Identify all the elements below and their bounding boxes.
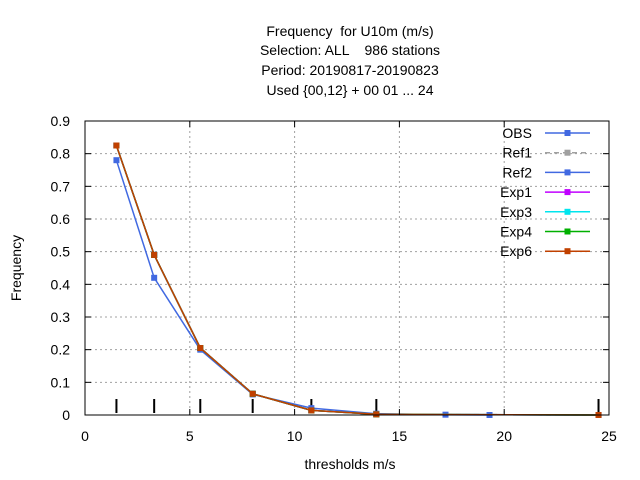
y-tick-label: 0.3 — [51, 309, 71, 325]
legend-label: Ref1 — [502, 145, 532, 161]
legend-label: Exp3 — [500, 204, 532, 220]
legend-label: OBS — [502, 125, 532, 141]
plot-frame — [84, 120, 610, 416]
series-line — [115, 159, 490, 416]
x-tick-label: 25 — [601, 428, 617, 444]
legend-swatch-marker — [564, 208, 571, 215]
x-tick-label: 0 — [81, 428, 89, 444]
legend-label: Exp6 — [500, 243, 532, 259]
x-tick-label: 15 — [392, 428, 408, 444]
legend-swatch-marker — [564, 149, 571, 156]
x-axis-label: thresholds m/s — [304, 456, 396, 472]
series-point — [113, 142, 120, 149]
y-tick-label: 0.2 — [51, 342, 71, 358]
legend-swatch-marker — [564, 130, 571, 136]
series-point — [249, 390, 256, 397]
legend-swatch-marker — [564, 228, 571, 235]
x-tick-label: 10 — [287, 428, 303, 444]
chart-title-line-2: Selection: ALL 986 stations — [259, 42, 441, 58]
series-point — [373, 411, 380, 418]
chart-title-line-4: Used {00,12} + 00 01 ... 24 — [266, 82, 434, 98]
legend-swatch-marker — [564, 189, 571, 196]
legend-swatch-marker — [564, 169, 571, 176]
y-tick-label: 0 — [62, 407, 70, 423]
y-tick-label: 0.8 — [51, 146, 71, 162]
legend-swatch-marker — [564, 248, 571, 255]
y-tick-label: 0.5 — [51, 244, 71, 260]
y-tick-label: 0.4 — [51, 276, 71, 292]
series-point — [151, 251, 158, 258]
chart-title-line-1: Frequency for U10m (m/s) — [266, 23, 434, 39]
series-point — [197, 345, 204, 352]
x-tick-label: 20 — [496, 428, 512, 444]
x-tick-label: 5 — [186, 428, 194, 444]
grid-lines — [85, 121, 609, 415]
y-tick-label: 0.6 — [51, 211, 71, 227]
series-group — [113, 142, 602, 418]
x-axis-ticks: 0 5 10 15 20 25 — [81, 121, 617, 444]
legend: OBS Ref1 Ref2 Exp1 Exp3 Exp4 Exp6 — [500, 125, 590, 259]
legend-label: Exp4 — [500, 224, 532, 240]
y-tick-label: 0.1 — [51, 374, 71, 390]
y-tick-label: 0.9 — [51, 113, 71, 129]
series-point — [113, 157, 120, 164]
chart-title-line-3: Period: 20190817-20190823 — [261, 62, 439, 78]
series-point — [308, 407, 315, 414]
y-axis-label: Frequency — [8, 234, 24, 302]
y-tick-label: 0.7 — [51, 178, 71, 194]
series-point — [151, 274, 158, 281]
legend-label: Ref2 — [502, 164, 532, 180]
y-axis-ticks: 0 0.1 0.2 0.3 0.4 0.5 0.6 0.7 0.8 0.9 — [51, 113, 609, 423]
legend-label: Exp1 — [500, 184, 532, 200]
threshold-markers — [115, 399, 600, 413]
